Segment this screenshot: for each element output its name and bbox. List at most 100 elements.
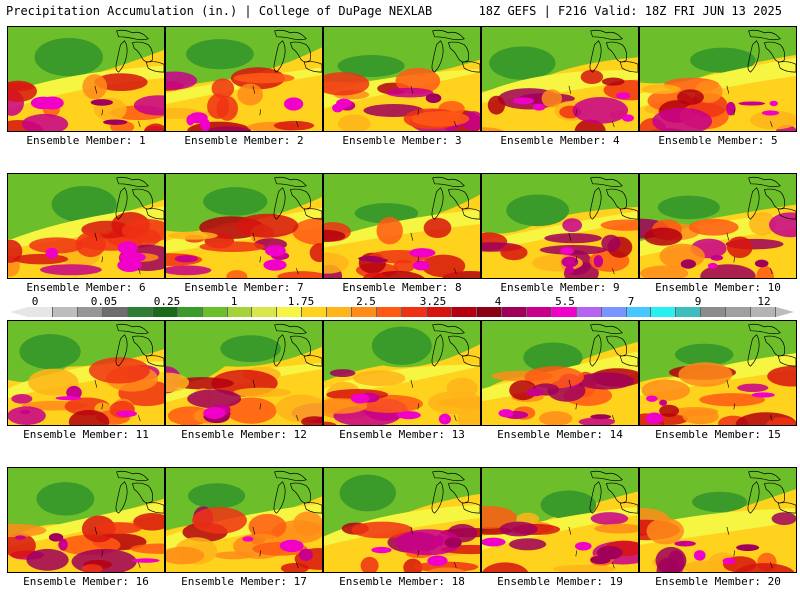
run-info: 18Z GEFS | F216 Valid: 18Z FRI JUN 13 20… (478, 4, 782, 18)
colorbar-segment (726, 307, 752, 317)
ensemble-panel (323, 173, 481, 279)
colorbar-tick-label: 0.05 (90, 295, 118, 308)
colorbar-segment (252, 307, 278, 317)
colorbar-segment (626, 307, 652, 317)
colorbar-tick-labels: 0 0.05 0.25 1 1.75 2.5 3.25 4 5.5 7 9 12 (0, 295, 800, 308)
ensemble-panel (165, 320, 323, 426)
colorbar-segment (476, 307, 502, 317)
precipitation-map (482, 468, 638, 572)
ensemble-member-label: Ensemble Member: 9 (500, 281, 620, 294)
precipitation-map (166, 468, 322, 572)
ensemble-panel (7, 467, 165, 573)
ensemble-panel (7, 26, 165, 132)
ensemble-panel (7, 173, 165, 279)
colorbar-min-arrow (10, 307, 28, 317)
ensemble-member-label: Ensemble Member: 11 (23, 428, 149, 441)
ensemble-panel (323, 26, 481, 132)
colorbar-segment (651, 307, 677, 317)
ensemble-member-label: Ensemble Member: 13 (339, 428, 465, 441)
precipitation-map (8, 321, 164, 425)
ensemble-member-label: Ensemble Member: 15 (655, 428, 781, 441)
colorbar-segment (202, 307, 228, 317)
colorbar-segment (676, 307, 702, 317)
ensemble-member-label: Ensemble Member: 20 (655, 575, 781, 588)
ensemble-panel (481, 320, 639, 426)
precipitation-map (640, 174, 796, 278)
precipitation-map (8, 174, 164, 278)
ensemble-panel (165, 467, 323, 573)
colorbar-tick-label: 12 (757, 295, 771, 308)
precipitation-map (166, 174, 322, 278)
chart-title: Precipitation Accumulation (in.) | Colle… (6, 4, 433, 18)
ensemble-panel (165, 173, 323, 279)
colorbar-tick-label: 1.75 (287, 295, 315, 308)
colorbar-segment (327, 307, 353, 317)
ensemble-panel (323, 320, 481, 426)
colorbar-segment (352, 307, 378, 317)
colorbar-segment (576, 307, 602, 317)
colorbar-segment (277, 307, 303, 317)
colorbar-tick-label: 0.25 (153, 295, 181, 308)
ensemble-member-label: Ensemble Member: 12 (181, 428, 307, 441)
colorbar-segment (451, 307, 477, 317)
precipitation-map (166, 321, 322, 425)
ensemble-panel (323, 467, 481, 573)
colorbar-tick-label: 2.5 (356, 295, 376, 308)
colorbar-segment (52, 307, 78, 317)
precipitation-map (324, 468, 480, 572)
colorbar-segment (427, 307, 452, 317)
ensemble-member-label: Ensemble Member: 17 (181, 575, 307, 588)
colorbar-segment (601, 307, 627, 317)
ensemble-panel (7, 320, 165, 426)
colorbar-segment (77, 307, 103, 317)
precipitation-map (166, 27, 322, 131)
colorbar-segment (551, 307, 577, 317)
ensemble-member-label: Ensemble Member: 2 (184, 134, 304, 147)
colorbar-tick-label: 3.25 (419, 295, 447, 308)
colorbar-tick-label: 4 (494, 295, 502, 308)
colorbar-segment (177, 307, 203, 317)
ensemble-member-label: Ensemble Member: 10 (655, 281, 781, 294)
precipitation-map (8, 468, 164, 572)
colorbar-segment (28, 307, 53, 317)
colorbar-segment (227, 307, 253, 317)
ensemble-member-label: Ensemble Member: 1 (26, 134, 146, 147)
colorbar-segment (751, 307, 777, 317)
colorbar-segment (526, 307, 552, 317)
precipitation-map (8, 27, 164, 131)
precipitation-map (482, 321, 638, 425)
precipitation-map (324, 321, 480, 425)
ensemble-panel (481, 467, 639, 573)
precipitation-map (324, 174, 480, 278)
colorbar-tick-label: 9 (694, 295, 702, 308)
colorbar-tick-label: 0 (31, 295, 39, 308)
precipitation-map (640, 468, 796, 572)
ensemble-member-label: Ensemble Member: 5 (658, 134, 778, 147)
ensemble-member-label: Ensemble Member: 18 (339, 575, 465, 588)
colorbar-tick-label: 7 (627, 295, 635, 308)
precipitation-map (482, 27, 638, 131)
colorbar-tick-label: 1 (230, 295, 238, 308)
ensemble-member-label: Ensemble Member: 4 (500, 134, 620, 147)
colorbar-segment (152, 307, 178, 317)
colorbar-segment (302, 307, 328, 317)
colorbar (10, 307, 794, 317)
colorbar-segment (102, 307, 128, 317)
ensemble-member-label: Ensemble Member: 8 (342, 281, 462, 294)
ensemble-panel (481, 26, 639, 132)
ensemble-member-label: Ensemble Member: 16 (23, 575, 149, 588)
ensemble-member-label: Ensemble Member: 6 (26, 281, 146, 294)
colorbar-segment (501, 307, 527, 317)
colorbar-tick-label: 5.5 (555, 295, 575, 308)
ensemble-panel (165, 26, 323, 132)
ensemble-panel (639, 173, 797, 279)
ensemble-panel (639, 467, 797, 573)
ensemble-member-label: Ensemble Member: 14 (497, 428, 623, 441)
colorbar-segment (127, 307, 153, 317)
precipitation-map (640, 321, 796, 425)
precipitation-map (640, 27, 796, 131)
ensemble-member-label: Ensemble Member: 3 (342, 134, 462, 147)
colorbar-max-arrow (776, 307, 794, 317)
ensemble-panel (639, 26, 797, 132)
precipitation-map (482, 174, 638, 278)
